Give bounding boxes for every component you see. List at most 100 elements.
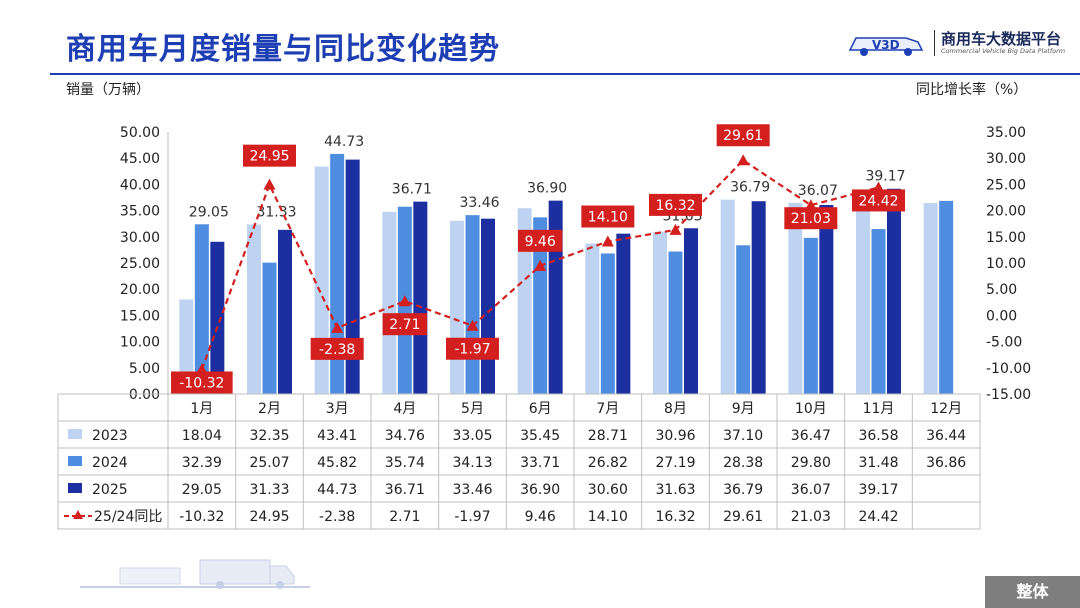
- bar-2025: [413, 201, 428, 394]
- bar-2025-value-label: 36.71: [392, 182, 432, 198]
- bar-2023: [720, 199, 735, 394]
- y-tick-label: 50.00: [120, 125, 160, 141]
- title-underline: [50, 73, 1080, 75]
- table-cell: 36.86: [926, 455, 966, 471]
- table-cell: 33.71: [520, 455, 560, 471]
- yoy-marker: [669, 223, 682, 235]
- bar-2025: [616, 233, 631, 394]
- table-cell: 39.17: [858, 482, 898, 498]
- bar-2025-value-label: 39.17: [865, 169, 905, 185]
- table-cell: 31.33: [249, 482, 289, 498]
- table-cell: 33.46: [452, 482, 492, 498]
- bar-2023: [179, 299, 194, 394]
- table-cell: 9.46: [525, 509, 556, 525]
- truck-decoration-icon: [80, 559, 310, 589]
- bar-2025-value-label: 44.73: [324, 134, 364, 150]
- table-cell: 34.76: [385, 428, 425, 444]
- yoy-label-box: [784, 207, 838, 230]
- bar-2023: [314, 166, 329, 394]
- y2-tick-label: -5.00: [986, 335, 1022, 351]
- table-cell: 44.73: [317, 482, 357, 498]
- x-tick-label: 8月: [664, 401, 687, 417]
- table-cell: -1.97: [454, 509, 490, 525]
- yoy-value-label: 24.95: [249, 149, 289, 165]
- bar-2025: [481, 218, 495, 394]
- table-cell: 29.61: [723, 509, 763, 525]
- y-tick-label: 45.00: [120, 151, 160, 167]
- y2-tick-label: 10.00: [986, 256, 1026, 272]
- bar-2025: [684, 228, 698, 394]
- yoy-label-box: [581, 205, 635, 228]
- yoy-value-label: 16.32: [655, 198, 695, 214]
- bar-2025: [210, 241, 225, 394]
- bar-2025: [819, 204, 834, 394]
- bar-2023: [585, 243, 600, 394]
- y-tick-label: 25.00: [120, 256, 160, 272]
- bar-2024: [194, 224, 209, 394]
- y2-tick-label: 15.00: [986, 230, 1026, 246]
- yoy-label-box: [243, 144, 296, 167]
- x-tick-label: 5月: [461, 401, 484, 417]
- bar-2023: [856, 202, 870, 394]
- legend-label: 2025: [92, 482, 128, 498]
- bar-2023: [450, 220, 464, 394]
- x-tick-label: 7月: [596, 401, 619, 417]
- bar-2025-value-label: 36.79: [730, 180, 770, 196]
- bar-2023: [788, 202, 803, 394]
- table-cell: 29.05: [182, 482, 222, 498]
- bar-2023: [923, 203, 938, 394]
- table-cell: 16.32: [655, 509, 695, 525]
- x-tick-label: 10月: [795, 401, 827, 417]
- table-cell: 36.44: [926, 428, 966, 444]
- yoy-value-label: -1.97: [454, 342, 490, 358]
- table-cell: 33.05: [452, 428, 492, 444]
- y-tick-label: 15.00: [120, 308, 160, 324]
- bar-2025: [887, 188, 901, 394]
- table-cell: 36.90: [520, 482, 560, 498]
- table-cell: 24.95: [249, 509, 289, 525]
- yoy-label-box: [852, 189, 905, 212]
- yoy-label-box: [382, 313, 428, 336]
- y-tick-label: 30.00: [120, 230, 160, 246]
- y-tick-label: 0.00: [129, 387, 160, 403]
- y2-tick-label: 5.00: [986, 282, 1017, 298]
- table-cell: 32.39: [182, 455, 222, 471]
- yoy-marker: [398, 295, 411, 307]
- table-cell: 43.41: [317, 428, 357, 444]
- table-cell: 26.82: [588, 455, 628, 471]
- y2-tick-label: 30.00: [986, 151, 1026, 167]
- yoy-marker: [466, 319, 479, 331]
- table-cell: 24.42: [858, 509, 898, 525]
- table-cell: 31.63: [655, 482, 695, 498]
- bar-2025-value-label: 33.46: [459, 195, 499, 211]
- x-tick-label: 4月: [393, 401, 416, 417]
- table-cell: 35.45: [520, 428, 560, 444]
- bar-2025: [345, 159, 360, 394]
- yoy-value-label: 24.42: [858, 193, 898, 209]
- y-tick-label: 40.00: [120, 177, 160, 193]
- x-tick-label: 2月: [258, 401, 281, 417]
- y-tick-label: 5.00: [129, 361, 160, 377]
- bar-2023: [382, 211, 397, 394]
- table-cell: 35.74: [385, 455, 425, 471]
- legend-label: 25/24同比: [94, 509, 162, 525]
- y-tick-label: 10.00: [120, 335, 160, 351]
- table-cell: 14.10: [588, 509, 628, 525]
- yoy-marker: [534, 259, 547, 271]
- yoy-label-box: [446, 337, 499, 360]
- legend-swatch-2023: [68, 429, 82, 439]
- bar-2025: [548, 200, 563, 394]
- yoy-label-box: [649, 193, 702, 216]
- legend-swatch-2025: [68, 483, 82, 493]
- bar-2025-value-label: 36.07: [798, 183, 838, 199]
- table-cell: -10.32: [179, 509, 224, 525]
- yoy-label-box: [716, 124, 770, 147]
- bar-2024: [871, 229, 886, 394]
- yoy-label-box: [171, 371, 233, 394]
- table-cell: 30.96: [655, 428, 695, 444]
- table-cell: 21.03: [791, 509, 831, 525]
- table-cell: 29.80: [791, 455, 831, 471]
- bar-2024: [668, 251, 683, 394]
- yoy-label-box: [517, 229, 563, 252]
- table-cell: 34.13: [452, 455, 492, 471]
